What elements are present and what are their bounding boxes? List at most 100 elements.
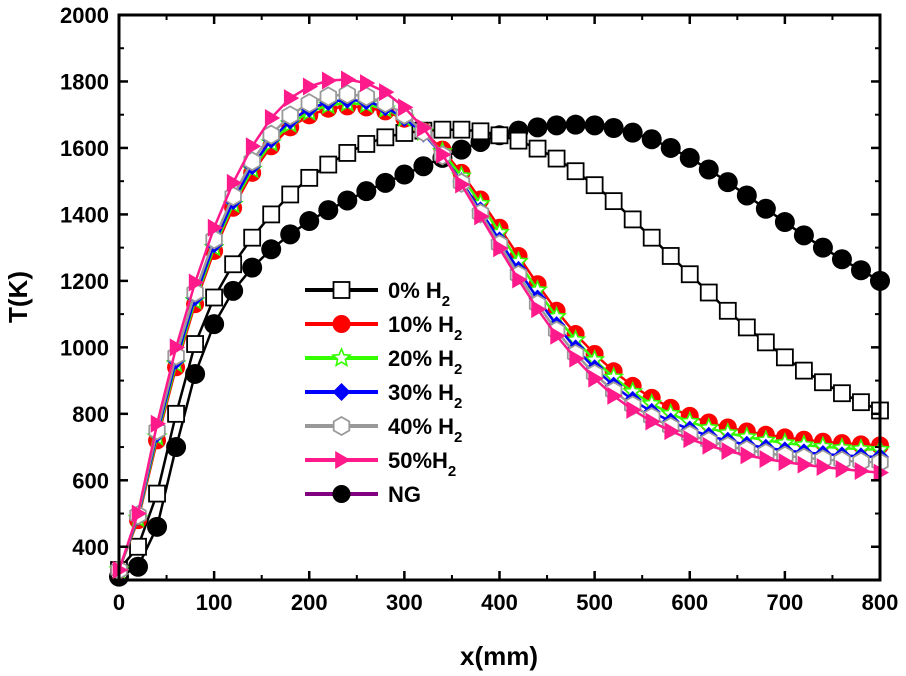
data-point	[185, 363, 206, 384]
data-point	[169, 338, 186, 357]
legend-label-subscript: 2	[442, 293, 450, 310]
data-point	[330, 346, 353, 367]
y-tick-label: 1000	[60, 335, 109, 360]
data-point	[375, 172, 396, 193]
data-point	[755, 198, 776, 219]
legend-entry: 50%H2	[305, 448, 456, 480]
data-point	[816, 458, 832, 476]
data-point	[814, 373, 832, 392]
data-point	[702, 436, 718, 455]
legend-label: 50%H2	[388, 448, 456, 480]
data-point	[205, 288, 224, 307]
data-point	[850, 260, 871, 281]
data-point	[854, 461, 870, 480]
data-point	[527, 117, 548, 138]
legend-label-text: 20% H	[388, 346, 454, 371]
data-point	[546, 115, 567, 136]
legend-label-subscript: 2	[454, 327, 462, 344]
data-point	[588, 369, 604, 388]
data-point	[699, 283, 718, 302]
data-point	[642, 228, 661, 247]
x-axis-title: x(mm)	[460, 641, 538, 671]
data-point	[128, 556, 149, 577]
legend-label-text: 40% H	[388, 414, 454, 439]
data-point	[490, 126, 509, 145]
data-point	[147, 516, 168, 537]
data-point	[356, 181, 377, 202]
data-point	[341, 70, 357, 89]
data-point	[417, 119, 433, 137]
data-point	[204, 314, 225, 335]
data-point	[528, 139, 547, 158]
data-point	[261, 239, 282, 260]
legend-label: NG	[388, 482, 421, 507]
data-point	[318, 200, 339, 221]
x-tick-label: 600	[671, 590, 708, 615]
series-6	[109, 114, 890, 587]
data-point	[332, 315, 351, 333]
x-tick-label: 500	[576, 590, 613, 615]
data-point	[680, 265, 699, 284]
legend-entry: 20% H2	[305, 346, 462, 378]
x-tick-label: 100	[196, 590, 233, 615]
data-point	[166, 437, 187, 458]
data-point	[451, 139, 472, 160]
data-point	[357, 86, 376, 107]
x-tick-label: 0	[113, 590, 125, 615]
data-point	[245, 137, 262, 156]
x-tick-label: 200	[291, 590, 328, 615]
data-point	[455, 175, 471, 194]
data-point	[394, 164, 415, 185]
data-point	[300, 168, 319, 187]
data-point	[831, 249, 852, 270]
data-point	[774, 212, 795, 233]
legend-label: 10% H2	[388, 312, 462, 344]
y-tick-label: 400	[72, 535, 109, 560]
data-point	[756, 333, 775, 352]
legend-label-text: 30% H	[388, 380, 454, 405]
data-point	[281, 105, 299, 126]
legend-label: 0% H2	[388, 278, 450, 310]
data-point	[148, 484, 166, 503]
data-point	[698, 159, 719, 180]
data-point	[585, 176, 604, 195]
data-point	[452, 120, 471, 139]
data-point	[319, 155, 338, 174]
y-axis-title: T(K)	[3, 271, 33, 323]
legend-label-text: 50%H	[388, 448, 448, 473]
data-point	[360, 74, 376, 93]
data-point	[302, 77, 319, 96]
data-point	[509, 131, 528, 150]
data-point	[332, 383, 351, 401]
data-point	[280, 224, 301, 245]
y-tick-label: 800	[72, 402, 109, 427]
data-point	[338, 84, 357, 105]
legend-entry: NG	[305, 482, 421, 507]
data-point	[332, 485, 351, 503]
legend-label: 20% H2	[388, 346, 462, 378]
data-point	[547, 149, 566, 168]
data-point	[641, 129, 662, 150]
data-point	[759, 450, 775, 469]
data-point	[812, 237, 833, 258]
data-point	[569, 349, 585, 368]
y-tick-label: 2000	[60, 3, 109, 28]
data-point	[664, 422, 680, 441]
data-point	[471, 122, 490, 141]
data-point	[721, 442, 737, 461]
data-point	[679, 147, 700, 168]
axes-layer: 0 100 200 300 400 500 600 700 800 400 600 800 1000 12…	[60, 3, 898, 615]
data-point	[436, 145, 452, 164]
data-point	[357, 135, 376, 153]
data-point	[188, 273, 205, 292]
data-point	[661, 247, 680, 265]
data-point	[262, 205, 281, 224]
y-tick-label: 1200	[60, 269, 109, 294]
legend-label-text: NG	[388, 482, 421, 507]
data-point	[337, 190, 358, 211]
data-point	[335, 451, 351, 469]
data-point	[604, 192, 623, 211]
data-point	[778, 453, 794, 472]
legend-label: 40% H2	[388, 414, 462, 446]
data-point	[129, 537, 147, 556]
